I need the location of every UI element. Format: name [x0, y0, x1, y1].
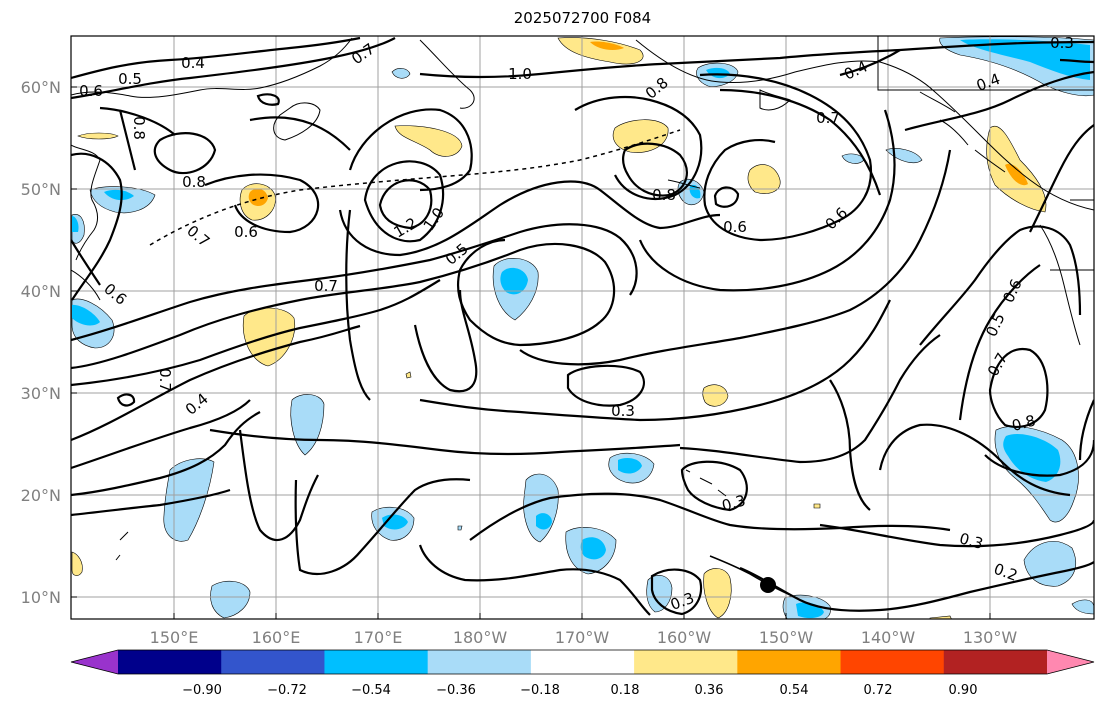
- colorbar: [70, 649, 1095, 675]
- colorbar-segment: [737, 650, 842, 674]
- lat-label: 40°N: [21, 282, 61, 301]
- colorbar-segment: [943, 650, 1048, 674]
- contour-label: 0.8: [1010, 411, 1038, 435]
- colorbar-segment: [840, 650, 945, 674]
- lat-label: 60°N: [21, 78, 61, 97]
- graticule: [71, 36, 1094, 619]
- lat-label: 50°N: [21, 180, 61, 199]
- contour-label: 0.3: [1050, 34, 1074, 52]
- strong-negative-anomaly-shading: [72, 39, 1090, 619]
- colorbar-tick-label: 0.90: [949, 683, 978, 698]
- contour-lines: [71, 36, 1094, 616]
- contour-label: 0.7: [314, 277, 338, 295]
- colorbar-segment: [118, 650, 222, 674]
- contour-label: 0.3: [611, 402, 635, 420]
- colorbar-extend-min: [71, 650, 118, 674]
- colorbar-tick-label: −0.18: [520, 683, 560, 698]
- contour-label: 0.8: [182, 173, 206, 191]
- colorbar-tick-label: 0.36: [695, 683, 724, 698]
- lon-label: 170°W: [555, 628, 610, 647]
- colorbar-tick-label: −0.90: [182, 683, 222, 698]
- longitude-labels: 150°E 160°E 170°E 180°W 170°W 160°W 150°…: [150, 628, 1018, 647]
- colorbar-segment: [427, 650, 532, 674]
- colorbar-tick-label: 0.18: [611, 683, 640, 698]
- contour-label: 0.8: [652, 186, 676, 204]
- colorbar-segment: [530, 650, 635, 674]
- aleutian-islands: [149, 129, 681, 246]
- lat-label: 30°N: [21, 384, 61, 403]
- contour-label: 0.7: [156, 368, 174, 392]
- colorbar-tick-labels: −0.90 −0.72 −0.54 −0.36 −0.18 0.18 0.36 …: [182, 683, 977, 698]
- colorbar-extend-max: [1047, 650, 1094, 674]
- strong-positive-anomaly-shading: [248, 41, 1028, 206]
- lon-label: 150°E: [150, 628, 199, 647]
- lon-label: 170°E: [354, 628, 403, 647]
- colorbar-tick-label: −0.54: [351, 683, 391, 698]
- colorbar-segment: [324, 650, 429, 674]
- lon-label: 180°W: [453, 628, 508, 647]
- contour-label: 0.6: [79, 82, 103, 100]
- map-title: 2025072700 F084: [513, 9, 652, 27]
- contour-label: 0.3: [720, 491, 748, 515]
- contour-label: 0.8: [130, 116, 148, 140]
- contour-label: 0.7: [816, 109, 840, 127]
- colorbar-tick-label: −0.36: [436, 683, 476, 698]
- latitude-labels: 60°N 50°N 40°N 30°N 20°N 10°N: [21, 78, 61, 607]
- lon-label: 150°W: [759, 628, 814, 647]
- colorbar-segment: [221, 650, 325, 674]
- lon-label: 160°E: [252, 628, 301, 647]
- lat-label: 20°N: [21, 486, 61, 505]
- colorbar-tick-label: 0.54: [780, 683, 809, 698]
- contour-label: 0.4: [181, 54, 205, 72]
- axis-ticks: [71, 86, 991, 619]
- lat-label: 10°N: [21, 588, 61, 607]
- lon-label: 130°W: [963, 628, 1018, 647]
- contour-label: 0.5: [118, 70, 142, 88]
- colorbar-tick-label: 0.72: [864, 683, 893, 698]
- lon-label: 160°W: [657, 628, 712, 647]
- colorbar-segment: [634, 650, 738, 674]
- contour-label: 1.0: [508, 65, 532, 83]
- contour-label: 0.3: [957, 529, 985, 553]
- contour-label: 0.6: [234, 223, 258, 241]
- lon-label: 140°W: [861, 628, 916, 647]
- storm-track: [709, 555, 791, 596]
- colorbar-outline: [70, 649, 1095, 675]
- colorbar-tick-label: −0.72: [267, 683, 307, 698]
- contour-label: 0.6: [723, 218, 747, 236]
